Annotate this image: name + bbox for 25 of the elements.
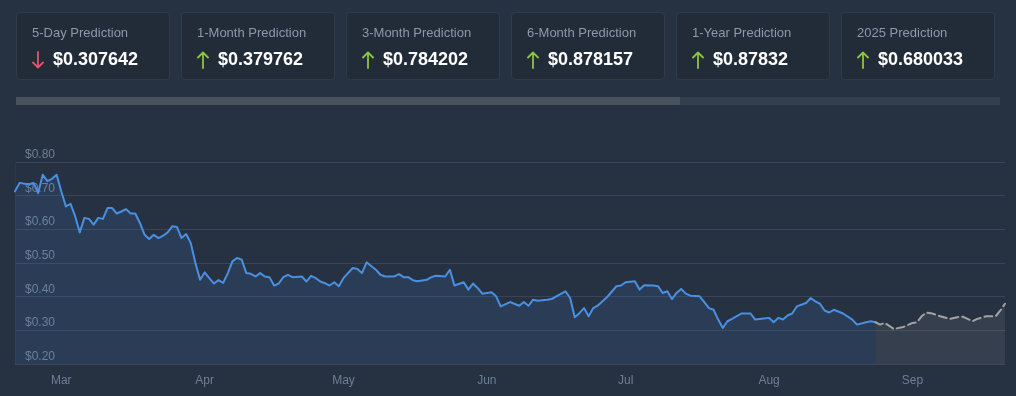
data-label: $0.87832 xyxy=(713,49,789,70)
y-tick-label: $0.60 xyxy=(25,214,56,229)
category-label: 6-Month Prediction xyxy=(527,25,637,40)
x-tick-label: Jul xyxy=(617,373,634,387)
y-tick-label: $0.80 xyxy=(25,147,56,161)
x-tick-label: May xyxy=(332,373,355,387)
x-tick-label: Mar xyxy=(50,373,72,387)
y-tick-label: $0.20 xyxy=(25,349,56,363)
category-label: 2025 Prediction xyxy=(857,25,948,40)
data-label: $0.878157 xyxy=(548,49,634,70)
category-label: 3-Month Prediction xyxy=(362,25,472,40)
data-label: $0.379762 xyxy=(218,49,304,70)
data-label: $0.680033 xyxy=(878,49,964,70)
y-tick-label: $0.50 xyxy=(25,248,56,262)
x-tick-label: Sep xyxy=(901,373,924,387)
data-label: $0.307642 xyxy=(53,49,139,70)
y-tick-label: $0.30 xyxy=(25,315,56,330)
category-label: 5-Day Prediction xyxy=(32,25,129,40)
y-tick-label: $0.40 xyxy=(25,281,56,296)
x-tick-label: Aug xyxy=(758,373,780,387)
category-label: 1-Year Prediction xyxy=(692,25,792,40)
x-tick-label: Apr xyxy=(195,373,215,387)
data-label: $0.784202 xyxy=(383,49,469,70)
category-label: 1-Month Prediction xyxy=(197,25,307,40)
x-tick-label: Jun xyxy=(477,373,497,387)
